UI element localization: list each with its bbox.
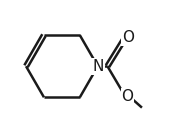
Text: O: O [121,89,134,104]
Text: O: O [122,30,134,45]
Text: N: N [92,59,103,74]
